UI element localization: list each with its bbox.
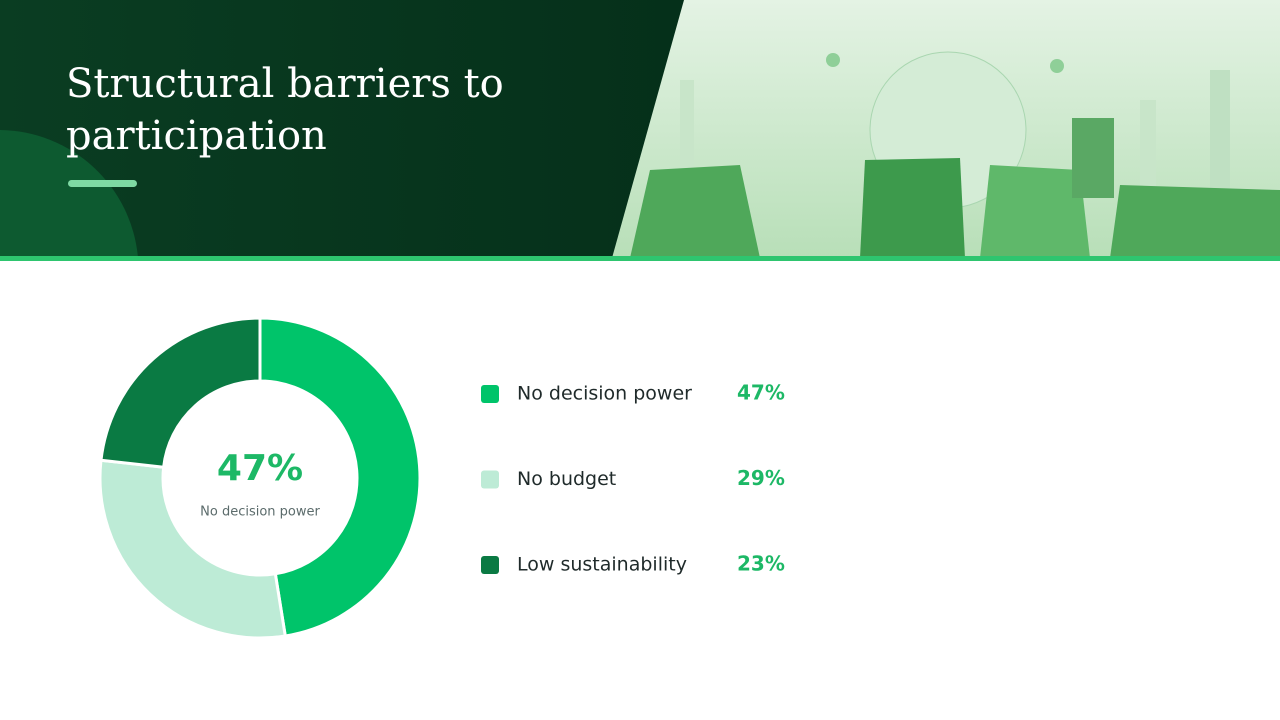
donut-slice	[98, 458, 287, 640]
legend-label: No decision power	[517, 383, 692, 405]
title-box: Structural barriers to participation	[66, 61, 504, 159]
value-label: 47%	[737, 381, 785, 405]
legend: No decision power 47% No budget 29% Low sust…	[481, 381, 785, 576]
legend-swatch	[481, 470, 499, 489]
legend-swatch	[481, 556, 499, 574]
header-band	[0, 0, 684, 258]
donut-slice	[258, 316, 422, 638]
header-rule	[0, 256, 1280, 261]
header-illustration	[600, 0, 1280, 258]
decor-circle	[0, 130, 138, 258]
donut	[98, 316, 422, 640]
center-value: 47%	[217, 448, 303, 489]
legend-swatch	[481, 385, 499, 403]
donut-slice	[99, 316, 262, 469]
legend-label: Low sustainability	[517, 554, 687, 576]
center-caption: No decision power	[200, 505, 320, 520]
chart-title: Structural barriers to participation	[66, 61, 504, 159]
value-label: 29%	[737, 466, 785, 490]
value-label: 23%	[737, 552, 785, 576]
legend-label: No budget	[517, 468, 616, 490]
title-accent	[68, 180, 137, 187]
